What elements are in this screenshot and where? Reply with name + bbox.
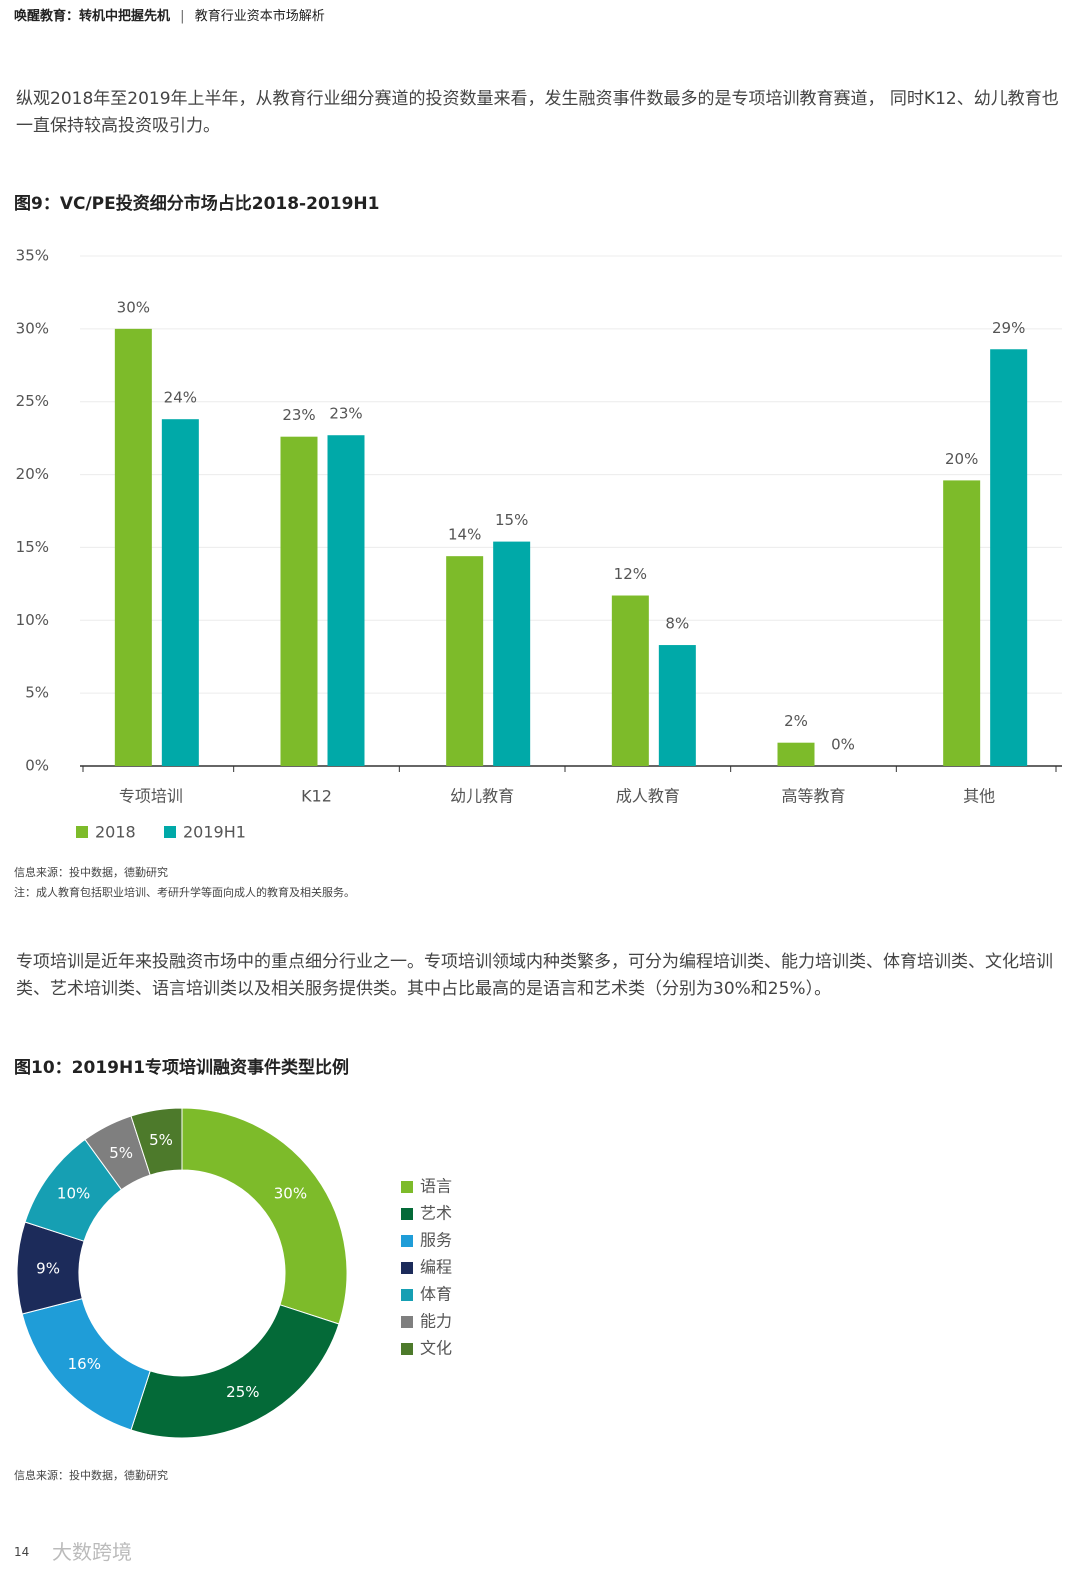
source-note: 信息来源：投中数据，德勤研究 bbox=[14, 1469, 168, 1482]
legend-label: 语言 bbox=[420, 1177, 452, 1196]
y-tick-label: 25% bbox=[16, 392, 49, 410]
bar bbox=[658, 645, 696, 766]
source-note: 信息来源：投中数据，德勤研究 bbox=[14, 866, 168, 879]
legend-label: 2019H1 bbox=[183, 823, 246, 842]
legend-swatch bbox=[401, 1262, 413, 1274]
bar bbox=[327, 435, 365, 766]
footnote: 注：成人教育包括职业培训、考研升学等面向成人的教育及相关服务。 bbox=[14, 886, 355, 899]
slice-value-label: 10% bbox=[57, 1185, 90, 1203]
header-separator: | bbox=[180, 9, 185, 24]
bar bbox=[114, 328, 152, 766]
y-tick-label: 10% bbox=[16, 611, 49, 629]
legend-swatch bbox=[401, 1343, 413, 1355]
legend-swatch bbox=[401, 1181, 413, 1193]
bar-value-label: 12% bbox=[614, 565, 647, 583]
bar bbox=[493, 541, 531, 766]
bar bbox=[280, 436, 318, 766]
y-tick-label: 0% bbox=[25, 757, 49, 775]
bar-value-label: 20% bbox=[945, 450, 978, 468]
slice-value-label: 30% bbox=[274, 1185, 307, 1203]
legend-swatch bbox=[401, 1316, 413, 1328]
figure-title: 图10：2019H1专项培训融资事件类型比例 bbox=[14, 1058, 350, 1078]
y-tick-label: 35% bbox=[16, 247, 49, 265]
bar bbox=[446, 556, 484, 766]
bar-value-label: 8% bbox=[665, 615, 689, 633]
paragraph: 纵观2018年至2019年上半年，从教育行业细分赛道的投资数量来看，发生融资事件… bbox=[16, 89, 1059, 136]
bar-value-label: 0% bbox=[831, 736, 855, 754]
y-tick-label: 15% bbox=[16, 538, 49, 556]
legend-swatch bbox=[401, 1235, 413, 1247]
header-subtitle: 教育行业资本市场解析 bbox=[194, 9, 325, 24]
figure-title: 图9：VC/PE投资细分市场占比2018-2019H1 bbox=[14, 194, 380, 214]
bar-value-label: 30% bbox=[117, 298, 150, 316]
donut-slice bbox=[181, 1107, 348, 1325]
legend-swatch bbox=[401, 1289, 413, 1301]
donut-slice bbox=[130, 1304, 340, 1439]
legend-swatch bbox=[164, 826, 176, 838]
header: 唤醒教育：转机中把握先机 | 教育行业资本市场解析 bbox=[14, 5, 325, 24]
legend-label: 能力 bbox=[420, 1312, 452, 1331]
legend-label: 文化 bbox=[420, 1339, 452, 1358]
y-tick-label: 20% bbox=[16, 465, 49, 483]
bar-value-label: 14% bbox=[448, 526, 481, 544]
legend-swatch bbox=[401, 1208, 413, 1220]
x-tick-label: 专项培训 bbox=[119, 787, 183, 806]
legend-label: 艺术 bbox=[420, 1204, 452, 1223]
paragraph: 专项培训是近年来投融资市场中的重点细分行业之一。专项培训领域内种类繁多，可分为编… bbox=[16, 952, 1053, 999]
bar bbox=[611, 595, 649, 766]
bar bbox=[161, 419, 199, 766]
legend-label: 2018 bbox=[95, 823, 136, 842]
bar-value-label: 29% bbox=[992, 319, 1025, 337]
x-tick-label: 其他 bbox=[963, 787, 995, 806]
header-title: 唤醒教育：转机中把握先机 bbox=[14, 9, 171, 24]
x-tick-label: 幼儿教育 bbox=[450, 787, 514, 806]
x-tick-label: K12 bbox=[301, 787, 332, 806]
x-tick-label: 成人教育 bbox=[616, 787, 680, 806]
donut-slice bbox=[130, 1107, 183, 1176]
slice-value-label: 5% bbox=[109, 1144, 133, 1162]
bar-value-label: 15% bbox=[495, 511, 528, 529]
legend-label: 体育 bbox=[420, 1285, 452, 1304]
legend-swatch bbox=[76, 826, 88, 838]
x-tick-label: 高等教育 bbox=[781, 787, 845, 806]
slice-value-label: 5% bbox=[149, 1131, 173, 1149]
legend-label: 服务 bbox=[420, 1231, 452, 1250]
bar bbox=[777, 742, 815, 766]
bar bbox=[943, 480, 981, 766]
bar bbox=[990, 349, 1028, 766]
bar-value-label: 2% bbox=[784, 712, 808, 730]
y-tick-label: 30% bbox=[16, 319, 49, 337]
watermark: 大数跨境 bbox=[52, 1540, 132, 1564]
bar-value-label: 24% bbox=[164, 389, 197, 407]
legend-label: 编程 bbox=[420, 1258, 452, 1277]
bar-value-label: 23% bbox=[282, 406, 315, 424]
slice-value-label: 9% bbox=[36, 1259, 60, 1277]
bar-value-label: 23% bbox=[329, 405, 362, 423]
slice-value-label: 16% bbox=[68, 1355, 101, 1373]
slice-value-label: 25% bbox=[226, 1383, 259, 1401]
y-tick-label: 5% bbox=[25, 684, 49, 702]
page-number: 14 bbox=[14, 1545, 30, 1559]
